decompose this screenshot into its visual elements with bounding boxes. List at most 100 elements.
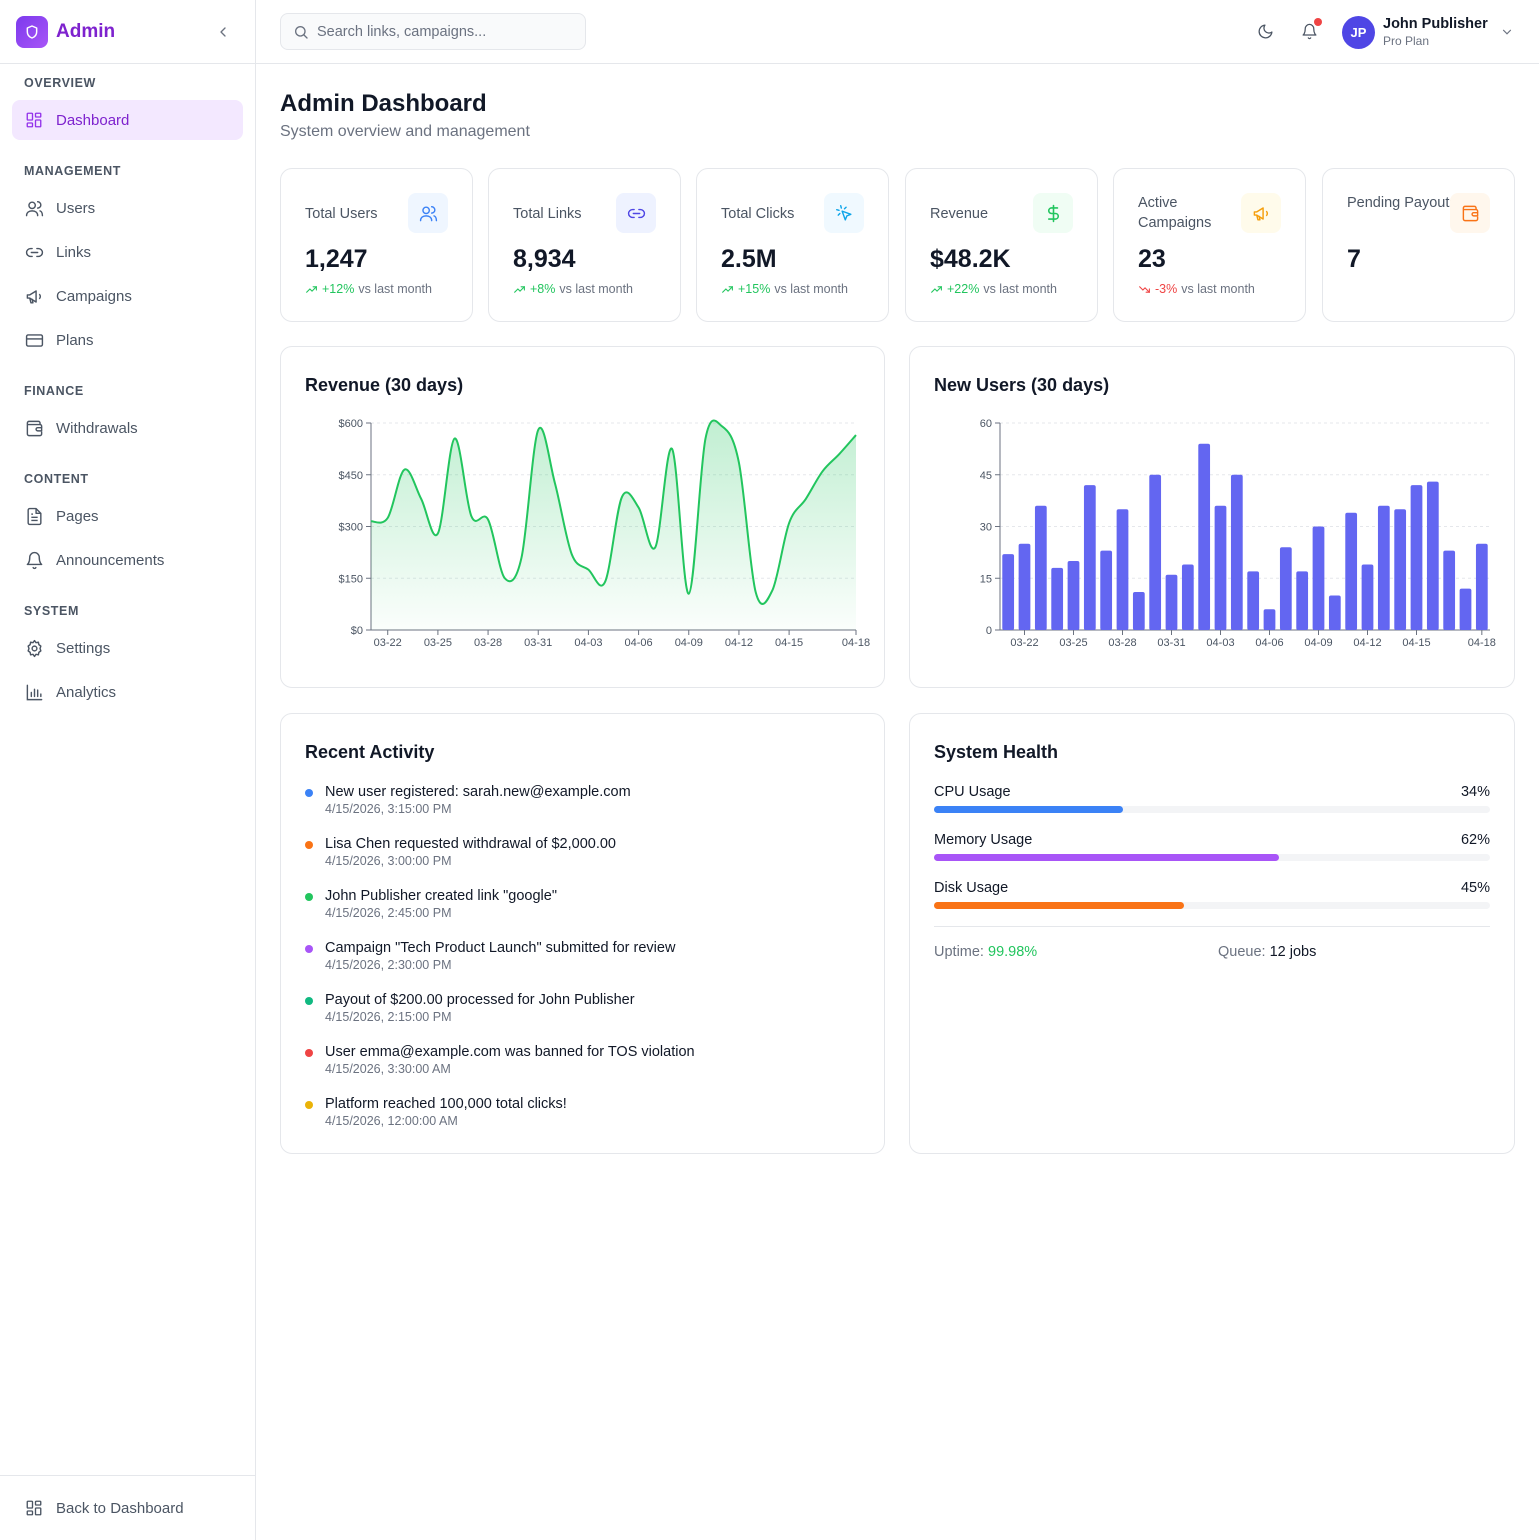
x-tick-label: 04-03 <box>1206 637 1234 649</box>
y-tick-label: 60 <box>980 418 992 430</box>
bar <box>1410 485 1423 630</box>
activity-text: User emma@example.com was banned for TOS… <box>325 1044 695 1060</box>
bar <box>1100 550 1113 630</box>
sidebar-item-pages[interactable]: Pages <box>12 496 243 536</box>
bar <box>1051 567 1064 630</box>
stat-change-suffix: vs last month <box>983 282 1057 296</box>
sidebar-item-settings[interactable]: Settings <box>12 628 243 668</box>
bar <box>1426 481 1439 630</box>
queue-value: 12 jobs <box>1269 944 1317 960</box>
bar <box>1361 564 1374 630</box>
brand: Admin <box>0 0 255 64</box>
activity-time: 4/15/2026, 3:00:00 PM <box>325 854 452 868</box>
y-tick-label: 0 <box>986 625 992 637</box>
x-tick-label: 03-31 <box>1157 637 1185 649</box>
bell-icon <box>1301 23 1317 39</box>
sidebar-item-announcements[interactable]: Announcements <box>12 540 243 580</box>
y-tick-label: $150 <box>339 573 363 585</box>
shield-icon <box>16 15 48 48</box>
sidebar-item-dashboard[interactable]: Dashboard <box>12 100 243 140</box>
sidebar-item-label: Analytics <box>56 683 117 701</box>
bar <box>1263 609 1276 630</box>
notifications-button[interactable] <box>1298 18 1322 42</box>
stat-change-percent: +22% <box>947 282 980 296</box>
stat-label: Pending Payouts <box>1347 195 1457 211</box>
recent-activity-title: Recent Activity <box>305 742 435 762</box>
notification-dot <box>1314 18 1322 26</box>
uptime-stat: Uptime: 99.98% <box>934 944 1037 960</box>
bar <box>1328 595 1341 630</box>
bar-chart-icon <box>24 682 44 702</box>
stat-change: +8% vs last month <box>513 282 633 296</box>
bar <box>1181 564 1194 630</box>
y-tick-label: $0 <box>351 625 363 637</box>
user-menu[interactable]: JP John Publisher Pro Plan <box>1342 14 1514 50</box>
health-value: 34% <box>1460 784 1490 800</box>
x-tick-label: 04-15 <box>1402 637 1430 649</box>
sidebar-item-links[interactable]: Links <box>12 232 243 272</box>
collapse-sidebar-button[interactable] <box>213 22 233 42</box>
back-to-dashboard-link[interactable]: Back to Dashboard <box>12 1488 243 1528</box>
queue-stat: Queue: 12 jobs <box>1218 944 1316 960</box>
users-chart: 0 15 30 45 60 03-22 03-25 03-28 03-31 04-03 04-06 0… <box>980 418 1496 649</box>
activity-time: 4/15/2026, 12:00:00 AM <box>325 1114 458 1128</box>
user-info: John Publisher Pro Plan <box>1383 16 1488 48</box>
status-dot <box>305 893 313 901</box>
bar <box>1377 505 1390 630</box>
stat-card-revenue: Revenue $48.2K +22% vs last month <box>905 168 1098 322</box>
stat-change-percent: +8% <box>530 282 556 296</box>
sidebar-item-campaigns[interactable]: Campaigns <box>12 276 243 316</box>
recent-activity-panel: Recent Activity New user registered: sar… <box>280 713 885 1154</box>
progress-fill <box>934 854 1279 861</box>
stat-change-suffix: vs last month <box>1181 282 1255 296</box>
wallet-icon <box>1450 193 1490 233</box>
x-tick-label: 04-15 <box>775 637 803 649</box>
bar <box>1149 474 1162 630</box>
page-title: Admin Dashboard <box>280 90 487 117</box>
sidebar-item-label: Announcements <box>56 551 165 569</box>
revenue-chart-title: Revenue (30 days) <box>305 375 464 395</box>
sidebar-item-analytics[interactable]: Analytics <box>12 672 243 712</box>
dashboard-icon <box>24 1498 44 1518</box>
gear-icon <box>24 638 44 658</box>
status-dot <box>305 1101 313 1109</box>
status-dot <box>305 1049 313 1057</box>
y-tick-label: 15 <box>980 573 992 585</box>
status-dot <box>305 945 313 953</box>
search-input[interactable] <box>317 23 577 40</box>
trending-down-icon <box>1139 285 1150 293</box>
stat-label: Total Clicks <box>721 206 795 222</box>
divider <box>934 926 1490 927</box>
stat-change-suffix: vs last month <box>774 282 848 296</box>
progress-fill <box>934 806 1124 813</box>
revenue-chart-panel: Revenue (30 days) $0 $150 $300 $450 $600 03-2… <box>280 346 885 688</box>
stat-value: 1,247 <box>305 245 368 273</box>
chevron-down-icon <box>1502 29 1511 35</box>
sidebar: Admin OVERVIEW Dashboard MANAGEMENT User… <box>0 0 256 1540</box>
sidebar-item-withdrawals[interactable]: Withdrawals <box>12 408 243 448</box>
link-icon <box>616 193 656 233</box>
y-tick-label: $450 <box>339 470 363 482</box>
activity-text: John Publisher created link "google" <box>325 888 557 904</box>
stat-value: 23 <box>1138 245 1166 273</box>
x-tick-label: 03-28 <box>474 637 502 649</box>
system-health-panel: System Health CPU Usage 34% Memory Usage… <box>909 713 1515 1154</box>
users-chart-title: New Users (30 days) <box>934 375 1110 395</box>
sidebar-item-label: Settings <box>56 639 111 657</box>
top-header: JP John Publisher Pro Plan <box>256 0 1539 64</box>
bar <box>1459 588 1472 630</box>
sidebar-item-plans[interactable]: Plans <box>12 320 243 360</box>
moon-icon <box>1258 23 1273 38</box>
trending-up-icon <box>931 285 942 293</box>
stat-card-total-links: Total Links 8,934 +8% vs last month <box>488 168 681 322</box>
activity-time: 4/15/2026, 2:30:00 PM <box>325 958 452 972</box>
section-label-system: SYSTEM <box>24 604 79 618</box>
y-tick-label: $300 <box>339 522 363 534</box>
sidebar-item-users[interactable]: Users <box>12 188 243 228</box>
health-label: Memory Usage <box>934 832 1033 848</box>
stat-change: -3% vs last month <box>1138 282 1255 296</box>
progress-track <box>934 806 1490 813</box>
x-tick-label: 04-12 <box>1353 637 1381 649</box>
theme-toggle-button[interactable] <box>1254 20 1276 42</box>
stat-label: Revenue <box>930 206 989 222</box>
